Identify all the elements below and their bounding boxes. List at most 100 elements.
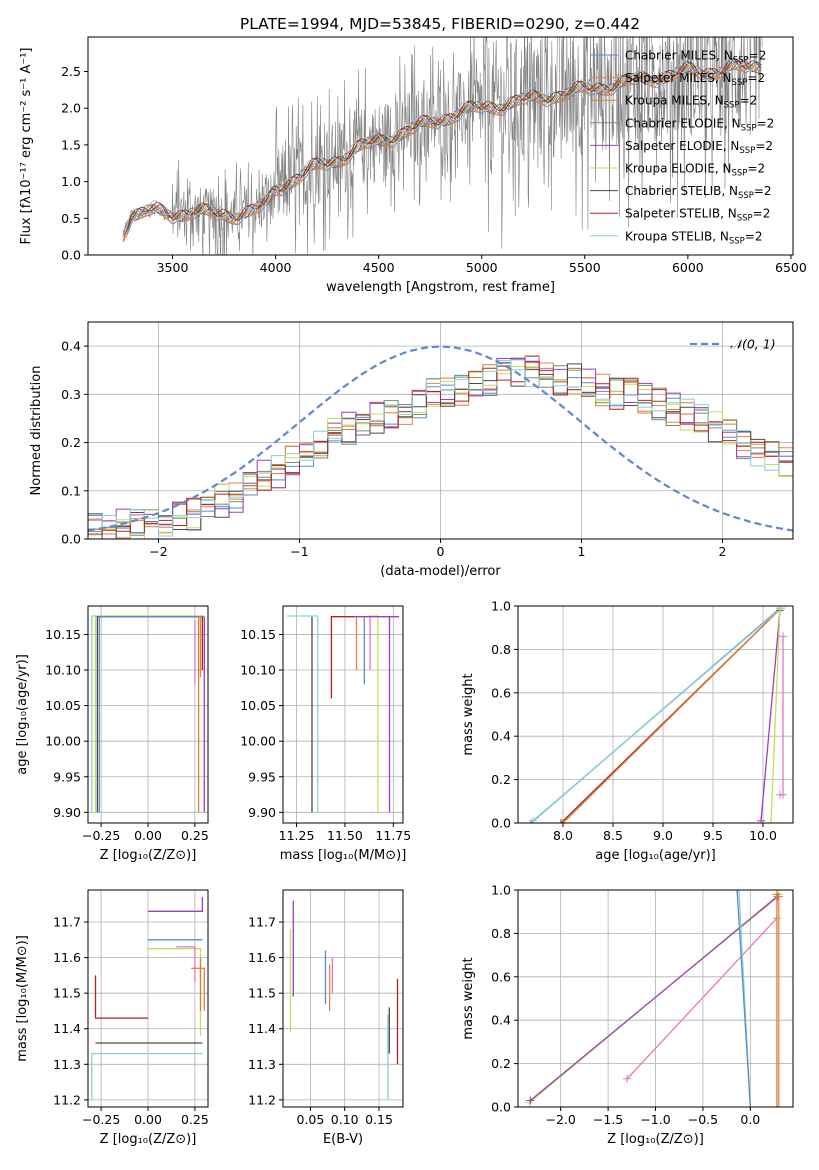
y-tick-label: 10.05 (240, 698, 276, 713)
x-axis-label: wavelength [Angstrom, rest frame] (326, 280, 555, 295)
x-tick-label: 11.75 (375, 828, 411, 843)
y-axis-label: mass [log₁₀(M/M⊙)] (15, 935, 30, 1062)
plot-area (91, 615, 205, 813)
x-tick-label: 10.0 (749, 828, 777, 843)
y-tick-label: 0.0 (491, 816, 511, 831)
legend-entry-label: Salpeter ELODIE, NSSP=2 (625, 139, 773, 156)
legend-entry-label: Kroupa STELIB, NSSP=2 (625, 229, 763, 246)
x-tick-label: 11.25 (279, 828, 315, 843)
x-tick-label: 5500 (569, 260, 601, 275)
data-line (760, 610, 781, 821)
x-tick-label: −0.25 (82, 828, 120, 843)
x-tick-label: −0.25 (82, 1112, 120, 1127)
data-line (96, 616, 203, 813)
panel-mass-vs-EBV: 0.05 0.10 0.15 11.2 11.3 11.4 11.5 11.6 11.7 E(B-… (248, 889, 404, 1147)
data-line (626, 917, 778, 1080)
y-tick-label: 10.05 (45, 698, 81, 713)
y-tick-label: 10.10 (240, 663, 276, 678)
y-tick-label: 0.8 (491, 926, 511, 941)
y-tick-label: 2.5 (61, 64, 81, 79)
data-line (94, 615, 201, 813)
x-axis-label: Z [log₁₀(Z/Z⊙)] (100, 1132, 197, 1147)
spectrum-model-line (122, 60, 762, 237)
y-tick-label: 1.0 (61, 174, 81, 189)
gaussian-curve (88, 345, 793, 532)
y-tick-label: 11.7 (53, 915, 81, 930)
x-tick-label: −1 (290, 544, 308, 559)
data-line (148, 948, 202, 1036)
plot-area (91, 897, 205, 1100)
panel-age-vs-Z: −0.25 0.00 0.25 9.90 9.95 10.00 10.05 10.10 10.1… (15, 605, 209, 863)
legend-entry-label: Salpeter MILES, NSSP=2 (625, 71, 765, 88)
x-tick-label: 0.10 (331, 1112, 359, 1127)
plot-area (525, 890, 783, 1107)
y-tick-label: 0.5 (61, 211, 81, 226)
data-line (98, 616, 205, 813)
y-tick-label: 9.95 (53, 769, 81, 784)
data-line (148, 897, 204, 912)
data-line (176, 946, 196, 983)
y-tick-label: 9.95 (248, 769, 276, 784)
x-tick-label: 0.00 (134, 1112, 162, 1127)
y-tick-label: 0.4 (61, 339, 81, 354)
histogram-step-line (88, 356, 793, 531)
x-axis-label: (data-model)/error (380, 564, 501, 579)
x-tick-label: 0.25 (181, 1112, 209, 1127)
y-tick-label: 0.4 (491, 729, 511, 744)
y-tick-label: 11.3 (248, 1057, 276, 1072)
data-line (330, 616, 355, 699)
data-line (736, 890, 751, 1107)
y-tick-label: 0.2 (491, 772, 511, 787)
y-tick-label: 10.00 (45, 734, 81, 749)
y-tick-label: 0.4 (491, 1013, 511, 1028)
y-axis-label: mass weight (461, 673, 476, 755)
y-tick-label: 0.0 (61, 532, 81, 547)
x-tick-label: −1.5 (593, 1112, 623, 1127)
x-tick-label: 0.15 (365, 1112, 393, 1127)
x-tick-label: 0.05 (297, 1112, 325, 1127)
legend-entry-label: Chabrier MILES, NSSP=2 (625, 49, 766, 66)
y-tick-label: 9.90 (53, 805, 81, 820)
x-tick-label: 4500 (363, 260, 395, 275)
histogram-step-line (88, 361, 793, 532)
y-tick-label: 11.7 (248, 915, 276, 930)
data-line (368, 615, 379, 813)
x-axis-label: mass [log₁₀(M/M⊙)] (280, 848, 407, 863)
y-axis-label: Flux [fλ10⁻¹⁷ erg cm⁻² s⁻¹ A⁻¹] (19, 48, 34, 245)
x-tick-label: 0.00 (134, 828, 162, 843)
y-tick-label: 11.3 (53, 1057, 81, 1072)
spectrum-model-line (122, 58, 762, 238)
data-line (286, 615, 319, 813)
y-tick-label: 0.6 (491, 969, 511, 984)
figure-title: PLATE=1994, MJD=53845, FIBERID=0290, z=0… (240, 15, 640, 33)
spectrum-model-line (122, 58, 762, 238)
y-tick-label: 10.00 (240, 734, 276, 749)
x-tick-label: 6500 (775, 260, 807, 275)
y-tick-label: 10.15 (240, 627, 276, 642)
y-tick-label: 1.0 (491, 883, 511, 898)
legend-entry-label: Kroupa ELODIE, NSSP=2 (625, 162, 765, 179)
data-line (562, 607, 782, 823)
histogram-step-line (88, 362, 793, 539)
y-tick-label: 10.10 (45, 663, 81, 678)
spectrum-observed-line (122, 37, 763, 255)
histogram-step-line (88, 355, 793, 539)
histogram-step-line (88, 357, 793, 532)
plot-area (289, 900, 399, 1100)
y-tick-label: 11.4 (53, 1021, 81, 1036)
data-line (780, 636, 784, 796)
y-tick-label: 2.0 (61, 101, 81, 116)
data-line (529, 895, 779, 1102)
y-tick-label: 0.6 (491, 685, 511, 700)
y-tick-label: 11.5 (248, 986, 276, 1001)
x-tick-label: 2 (719, 544, 727, 559)
plot-area (527, 606, 787, 823)
x-tick-label: 0.0 (740, 1112, 760, 1127)
x-tick-label: −1.0 (640, 1112, 670, 1127)
y-tick-label: 11.2 (53, 1092, 81, 1107)
panel-massweight-vs-Z: −2.0 −1.5 −1.0 −0.5 0.0 0.0 0.2 0.4 0.6 0.8 1.0 Z [… (461, 883, 794, 1147)
x-tick-label: 9.0 (653, 828, 673, 843)
y-tick-label: 9.90 (248, 805, 276, 820)
y-tick-label: 0.2 (491, 1056, 511, 1071)
y-tick-label: 0.0 (61, 248, 81, 263)
